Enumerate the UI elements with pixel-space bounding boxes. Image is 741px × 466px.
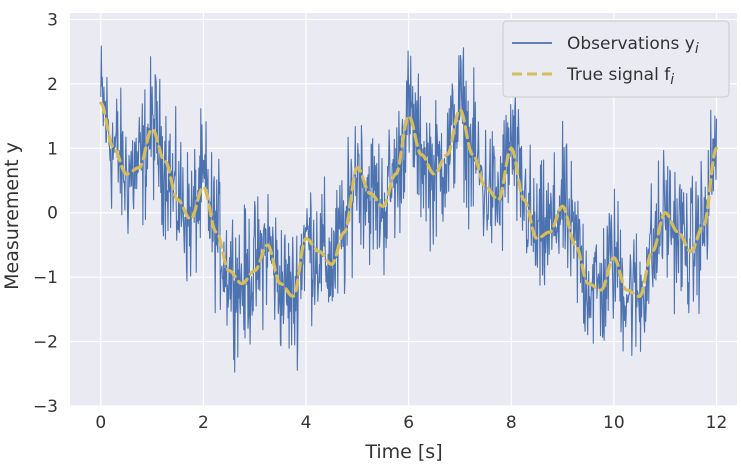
y-tick-label: 1 [47,139,58,159]
x-tick-label: 6 [403,413,414,433]
series-line-observations [100,45,718,373]
x-tick-label: 10 [603,413,625,433]
x-tick-label: 8 [506,413,517,433]
x-tick-label: 4 [301,413,312,433]
y-tick-label: 2 [47,75,58,95]
series-layer [99,45,719,373]
legend-label-true-signal: True signal fi [566,65,674,88]
x-tick-label: 12 [706,413,728,433]
x-tick-label: 2 [198,413,209,433]
y-tick-label: −2 [33,333,58,353]
y-axis-label: Measurement y [1,142,23,290]
legend-box [502,20,730,98]
y-tick-label: −1 [33,268,58,288]
y-tick-label: 0 [47,204,58,224]
legend-label-observations: Observations yi [567,34,699,57]
legend: Observations yi True signal fi [502,20,730,98]
x-tick-label: 0 [95,413,106,433]
y-tick-label: −3 [33,397,58,417]
x-axis-label: Time [s] [364,441,442,463]
y-tick-label: 3 [47,10,58,30]
series-line-true-signal [99,101,719,299]
